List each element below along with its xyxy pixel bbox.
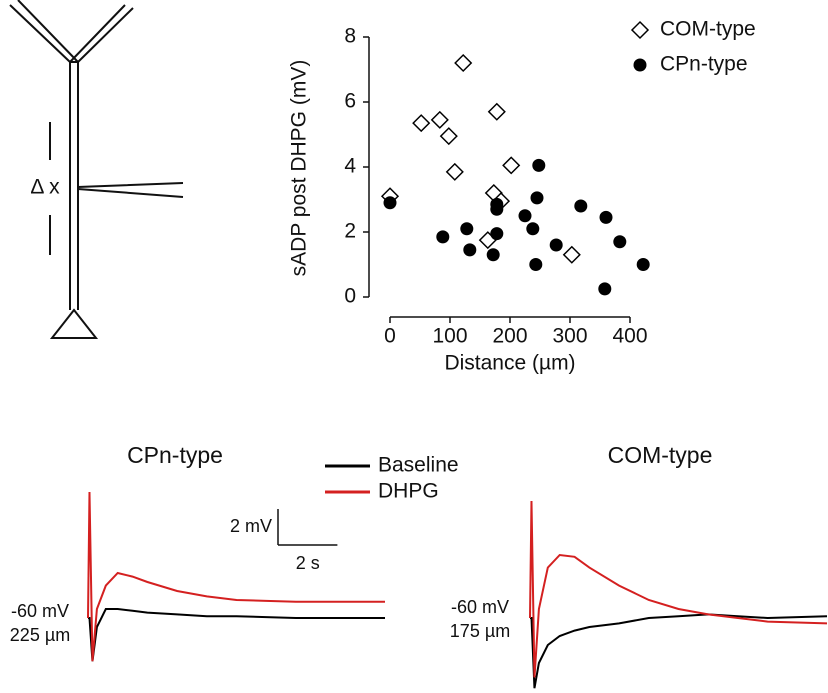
legend-marker [633, 58, 647, 72]
electrode [77, 182, 184, 198]
scale-label: 2 s [296, 553, 320, 573]
point [383, 196, 397, 210]
point [530, 191, 544, 205]
x-tick-label: 0 [384, 325, 396, 348]
point [487, 102, 506, 121]
y-tick-label: 8 [344, 25, 356, 48]
annotation: 225 µm [10, 625, 70, 645]
y-tick-label: 0 [344, 285, 356, 308]
x-axis-label: Distance (µm) [444, 352, 575, 375]
tuft [9, 0, 134, 63]
trace [88, 608, 385, 662]
point [598, 282, 612, 296]
point [562, 245, 581, 264]
neuron-diagram [9, 0, 184, 339]
x-tick-label: 400 [612, 325, 647, 348]
x-tick-label: 100 [432, 325, 467, 348]
point [439, 127, 458, 146]
point [486, 248, 500, 262]
point [518, 209, 532, 223]
legend-label: DHPG [378, 480, 439, 503]
point [430, 110, 449, 129]
point [532, 158, 546, 172]
point [454, 53, 473, 73]
point [412, 114, 431, 133]
point [490, 202, 504, 216]
y-axis-label: sADP post DHPG (mV) [288, 60, 311, 277]
y-tick-label: 6 [344, 90, 356, 113]
scale-label: 2 mV [230, 516, 272, 536]
point [460, 222, 474, 236]
point [490, 227, 504, 241]
trace [530, 613, 828, 689]
y-tick-label: 4 [344, 155, 356, 178]
point [574, 199, 588, 213]
point [636, 258, 650, 271]
trace [87, 491, 385, 662]
x-tick-label: 200 [492, 325, 527, 348]
legend-label: Baseline [378, 454, 459, 477]
point [445, 162, 464, 181]
point [549, 238, 563, 252]
point [599, 210, 613, 224]
annotation: -60 mV [11, 601, 69, 621]
point [463, 243, 477, 257]
legend-marker [630, 20, 650, 40]
point [502, 156, 521, 175]
x-tick-label: 300 [552, 325, 587, 348]
point [526, 222, 540, 236]
point [436, 230, 450, 244]
legend-label: COM-type [660, 18, 756, 41]
annotation: -60 mV [451, 597, 509, 617]
panel-title: COM-type [608, 442, 713, 468]
point [529, 258, 543, 271]
y-tick-label: 2 [344, 220, 356, 243]
dendrite [69, 62, 79, 310]
legend-label: CPn-type [660, 53, 748, 76]
point [613, 235, 627, 249]
trace [529, 500, 828, 678]
soma [49, 308, 99, 339]
distance-label: Δ x [30, 176, 60, 199]
panel-title: CPn-type [127, 442, 223, 468]
annotation: 175 µm [450, 621, 510, 641]
